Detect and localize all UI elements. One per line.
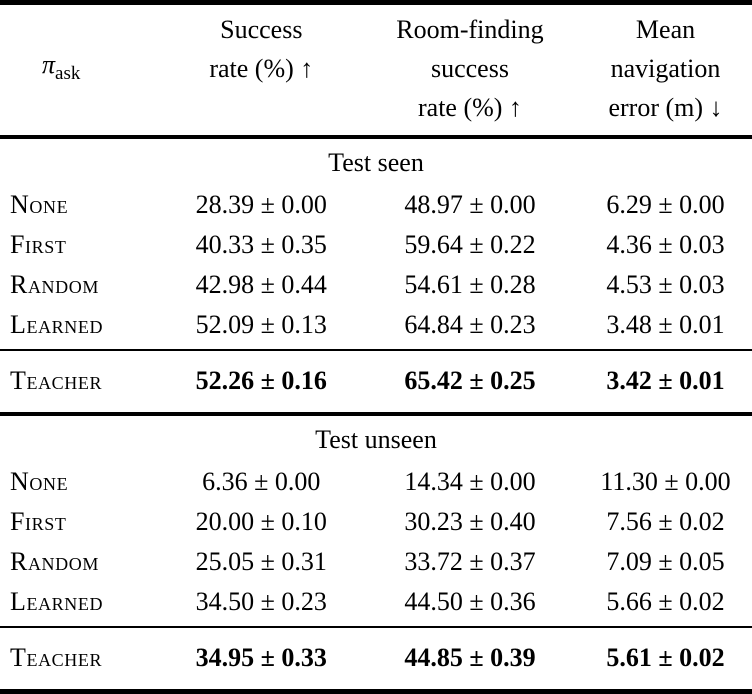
table-row: First 20.00 ± 0.10 30.23 ± 0.40 7.56 ± 0… [0, 502, 752, 542]
nav-error-column-header: Mean navigation error (m) ↓ [579, 3, 752, 138]
policy-column-header: πask [0, 3, 162, 138]
table-row: Learned 34.50 ± 0.23 44.50 ± 0.36 5.66 ±… [0, 582, 752, 627]
success-rate-value: 52.09 ± 0.13 [195, 310, 327, 339]
pi-symbol: π [42, 50, 56, 79]
nav-error-value: 11.30 ± 0.00 [600, 467, 731, 496]
nav-error-value: 6.29 ± 0.00 [606, 190, 725, 219]
nav-error-value: 3.48 ± 0.01 [606, 310, 725, 339]
header-line: rate (%) ↑ [209, 54, 314, 83]
nav-error-value: 4.36 ± 0.03 [606, 230, 725, 259]
room-finding-value: 65.42 ± 0.25 [404, 366, 536, 395]
header-line: rate (%) ↑ [418, 93, 522, 122]
header-line: success [430, 54, 509, 83]
room-finding-value: 14.34 ± 0.00 [404, 467, 536, 496]
row-label: None [10, 467, 69, 496]
table-row: Random 42.98 ± 0.44 54.61 ± 0.28 4.53 ± … [0, 265, 752, 305]
header-line: Mean [635, 15, 696, 44]
nav-error-value: 7.56 ± 0.02 [606, 507, 725, 536]
header-line: error (m) ↓ [608, 93, 723, 122]
header-row: πask Success rate (%) ↑ Room-finding suc… [0, 3, 752, 138]
room-finding-value: 30.23 ± 0.40 [404, 507, 536, 536]
table-row-teacher: Teacher 34.95 ± 0.33 44.85 ± 0.39 5.61 ±… [0, 627, 752, 692]
row-label: First [10, 230, 67, 259]
room-finding-value: 64.84 ± 0.23 [404, 310, 536, 339]
room-finding-value: 59.64 ± 0.22 [404, 230, 536, 259]
room-finding-value: 44.50 ± 0.36 [404, 587, 536, 616]
row-label: Learned [10, 587, 104, 616]
nav-error-value: 5.61 ± 0.02 [606, 643, 725, 672]
success-rate-value: 34.50 ± 0.23 [195, 587, 327, 616]
row-label: Teacher [10, 643, 103, 672]
success-rate-value: 20.00 ± 0.10 [195, 507, 327, 536]
success-rate-value: 34.95 ± 0.33 [195, 643, 327, 672]
table-row: Random 25.05 ± 0.31 33.72 ± 0.37 7.09 ± … [0, 542, 752, 582]
section-title-row: Test seen [0, 137, 752, 185]
row-label: None [10, 190, 69, 219]
success-rate-value: 25.05 ± 0.31 [195, 547, 327, 576]
table-row: Learned 52.09 ± 0.13 64.84 ± 0.23 3.48 ±… [0, 305, 752, 350]
room-finding-rate-column-header: Room-finding success rate (%) ↑ [361, 3, 579, 138]
section-title: Test unseen [315, 425, 437, 454]
table-row: First 40.33 ± 0.35 59.64 ± 0.22 4.36 ± 0… [0, 225, 752, 265]
success-rate-column-header: Success rate (%) ↑ [162, 3, 361, 138]
table-row-teacher: Teacher 52.26 ± 0.16 65.42 ± 0.25 3.42 ±… [0, 350, 752, 414]
table-row: None 28.39 ± 0.00 48.97 ± 0.00 6.29 ± 0.… [0, 185, 752, 225]
nav-error-value: 7.09 ± 0.05 [606, 547, 725, 576]
row-label: Random [10, 270, 99, 299]
nav-error-value: 5.66 ± 0.02 [606, 587, 725, 616]
section-test-seen: Test seen None 28.39 ± 0.00 48.97 ± 0.00… [0, 137, 752, 414]
section-title-row: Test unseen [0, 414, 752, 462]
room-finding-value: 33.72 ± 0.37 [404, 547, 536, 576]
section-test-unseen: Test unseen None 6.36 ± 0.00 14.34 ± 0.0… [0, 414, 752, 692]
header-line: Success [220, 15, 303, 44]
header-line: Room-finding [396, 15, 544, 44]
success-rate-value: 28.39 ± 0.00 [195, 190, 327, 219]
table-row: None 6.36 ± 0.00 14.34 ± 0.00 11.30 ± 0.… [0, 462, 752, 502]
row-label: Learned [10, 310, 104, 339]
row-label: Teacher [10, 366, 103, 395]
pi-subscript: ask [55, 63, 81, 85]
nav-error-value: 3.42 ± 0.01 [606, 366, 725, 395]
room-finding-value: 54.61 ± 0.28 [404, 270, 536, 299]
row-label: Random [10, 547, 99, 576]
room-finding-value: 44.85 ± 0.39 [404, 643, 536, 672]
success-rate-value: 42.98 ± 0.44 [195, 270, 327, 299]
success-rate-value: 52.26 ± 0.16 [195, 366, 327, 395]
room-finding-value: 48.97 ± 0.00 [404, 190, 536, 219]
row-label: First [10, 507, 67, 536]
success-rate-value: 40.33 ± 0.35 [195, 230, 327, 259]
header-line: navigation [610, 54, 721, 83]
section-title: Test seen [328, 148, 424, 177]
nav-error-value: 4.53 ± 0.03 [606, 270, 725, 299]
success-rate-value: 6.36 ± 0.00 [202, 467, 321, 496]
table-header: πask Success rate (%) ↑ Room-finding suc… [0, 3, 752, 138]
